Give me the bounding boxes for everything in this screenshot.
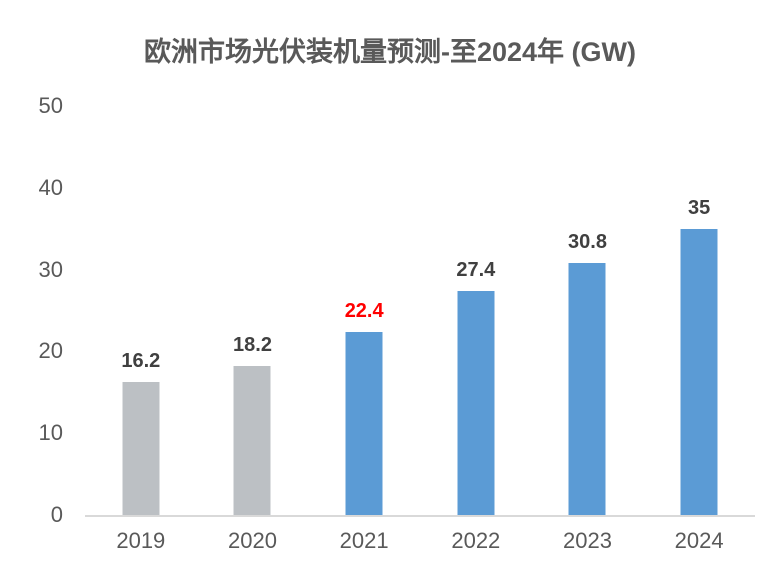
x-axis-label-2019: 2019 bbox=[116, 528, 166, 553]
bar-2024 bbox=[680, 228, 718, 515]
bar-value-label-2021: 22.4 bbox=[344, 299, 384, 322]
bar-2023 bbox=[568, 263, 606, 515]
bar-2019 bbox=[122, 382, 160, 515]
y-axis-tick-label: 10 bbox=[38, 420, 63, 446]
y-axis: 0 10 20 30 40 50 bbox=[18, 93, 63, 527]
bar-2022 bbox=[457, 290, 495, 515]
x-axis-label-2023: 2023 bbox=[563, 528, 612, 553]
x-axis-label-2024: 2024 bbox=[674, 528, 724, 553]
x-axis-label-2020: 2020 bbox=[228, 528, 277, 553]
y-axis-tick-label: 20 bbox=[38, 338, 63, 364]
bar-slot-2020: 18.2 2020 bbox=[197, 106, 309, 553]
bar-slot-2023: 30.8 2023 bbox=[532, 106, 644, 553]
bar-slot-2021: 22.4 2021 bbox=[308, 106, 420, 553]
bar-value-label-2020: 18.2 bbox=[233, 334, 272, 357]
bar-value-label-2019: 16.2 bbox=[121, 350, 161, 373]
bar-slot-2022: 27.4 2022 bbox=[420, 106, 532, 553]
y-axis-tick-label: 40 bbox=[38, 174, 63, 200]
chart-title: 欧洲市场光伏装机量预测-至2024年 (GW) bbox=[143, 37, 637, 67]
y-axis-tick-label: 30 bbox=[38, 256, 63, 282]
bar-value-label-2024: 35 bbox=[688, 196, 711, 219]
x-axis-label-2021: 2021 bbox=[339, 528, 389, 553]
x-axis-label-2022: 2022 bbox=[451, 528, 501, 553]
bar-value-label-2022: 27.4 bbox=[456, 258, 496, 281]
bar-slot-2019: 16.2 2019 bbox=[85, 106, 197, 553]
bar-2020 bbox=[233, 366, 271, 515]
bar-value-label-2023: 30.8 bbox=[568, 231, 607, 254]
y-axis-tick-label: 50 bbox=[38, 93, 63, 118]
bars-container: 16.2 2019 18.2 2020 22.4 2021 27.4 2022 30.8 2023… bbox=[85, 106, 755, 553]
plot-area: 16.2 2019 18.2 2020 22.4 2021 27.4 2022 30.8 2023… bbox=[85, 106, 755, 553]
bar-2021 bbox=[345, 331, 383, 515]
y-axis-tick-label: 0 bbox=[50, 502, 63, 527]
bar-slot-2024: 35 2024 bbox=[643, 106, 755, 553]
